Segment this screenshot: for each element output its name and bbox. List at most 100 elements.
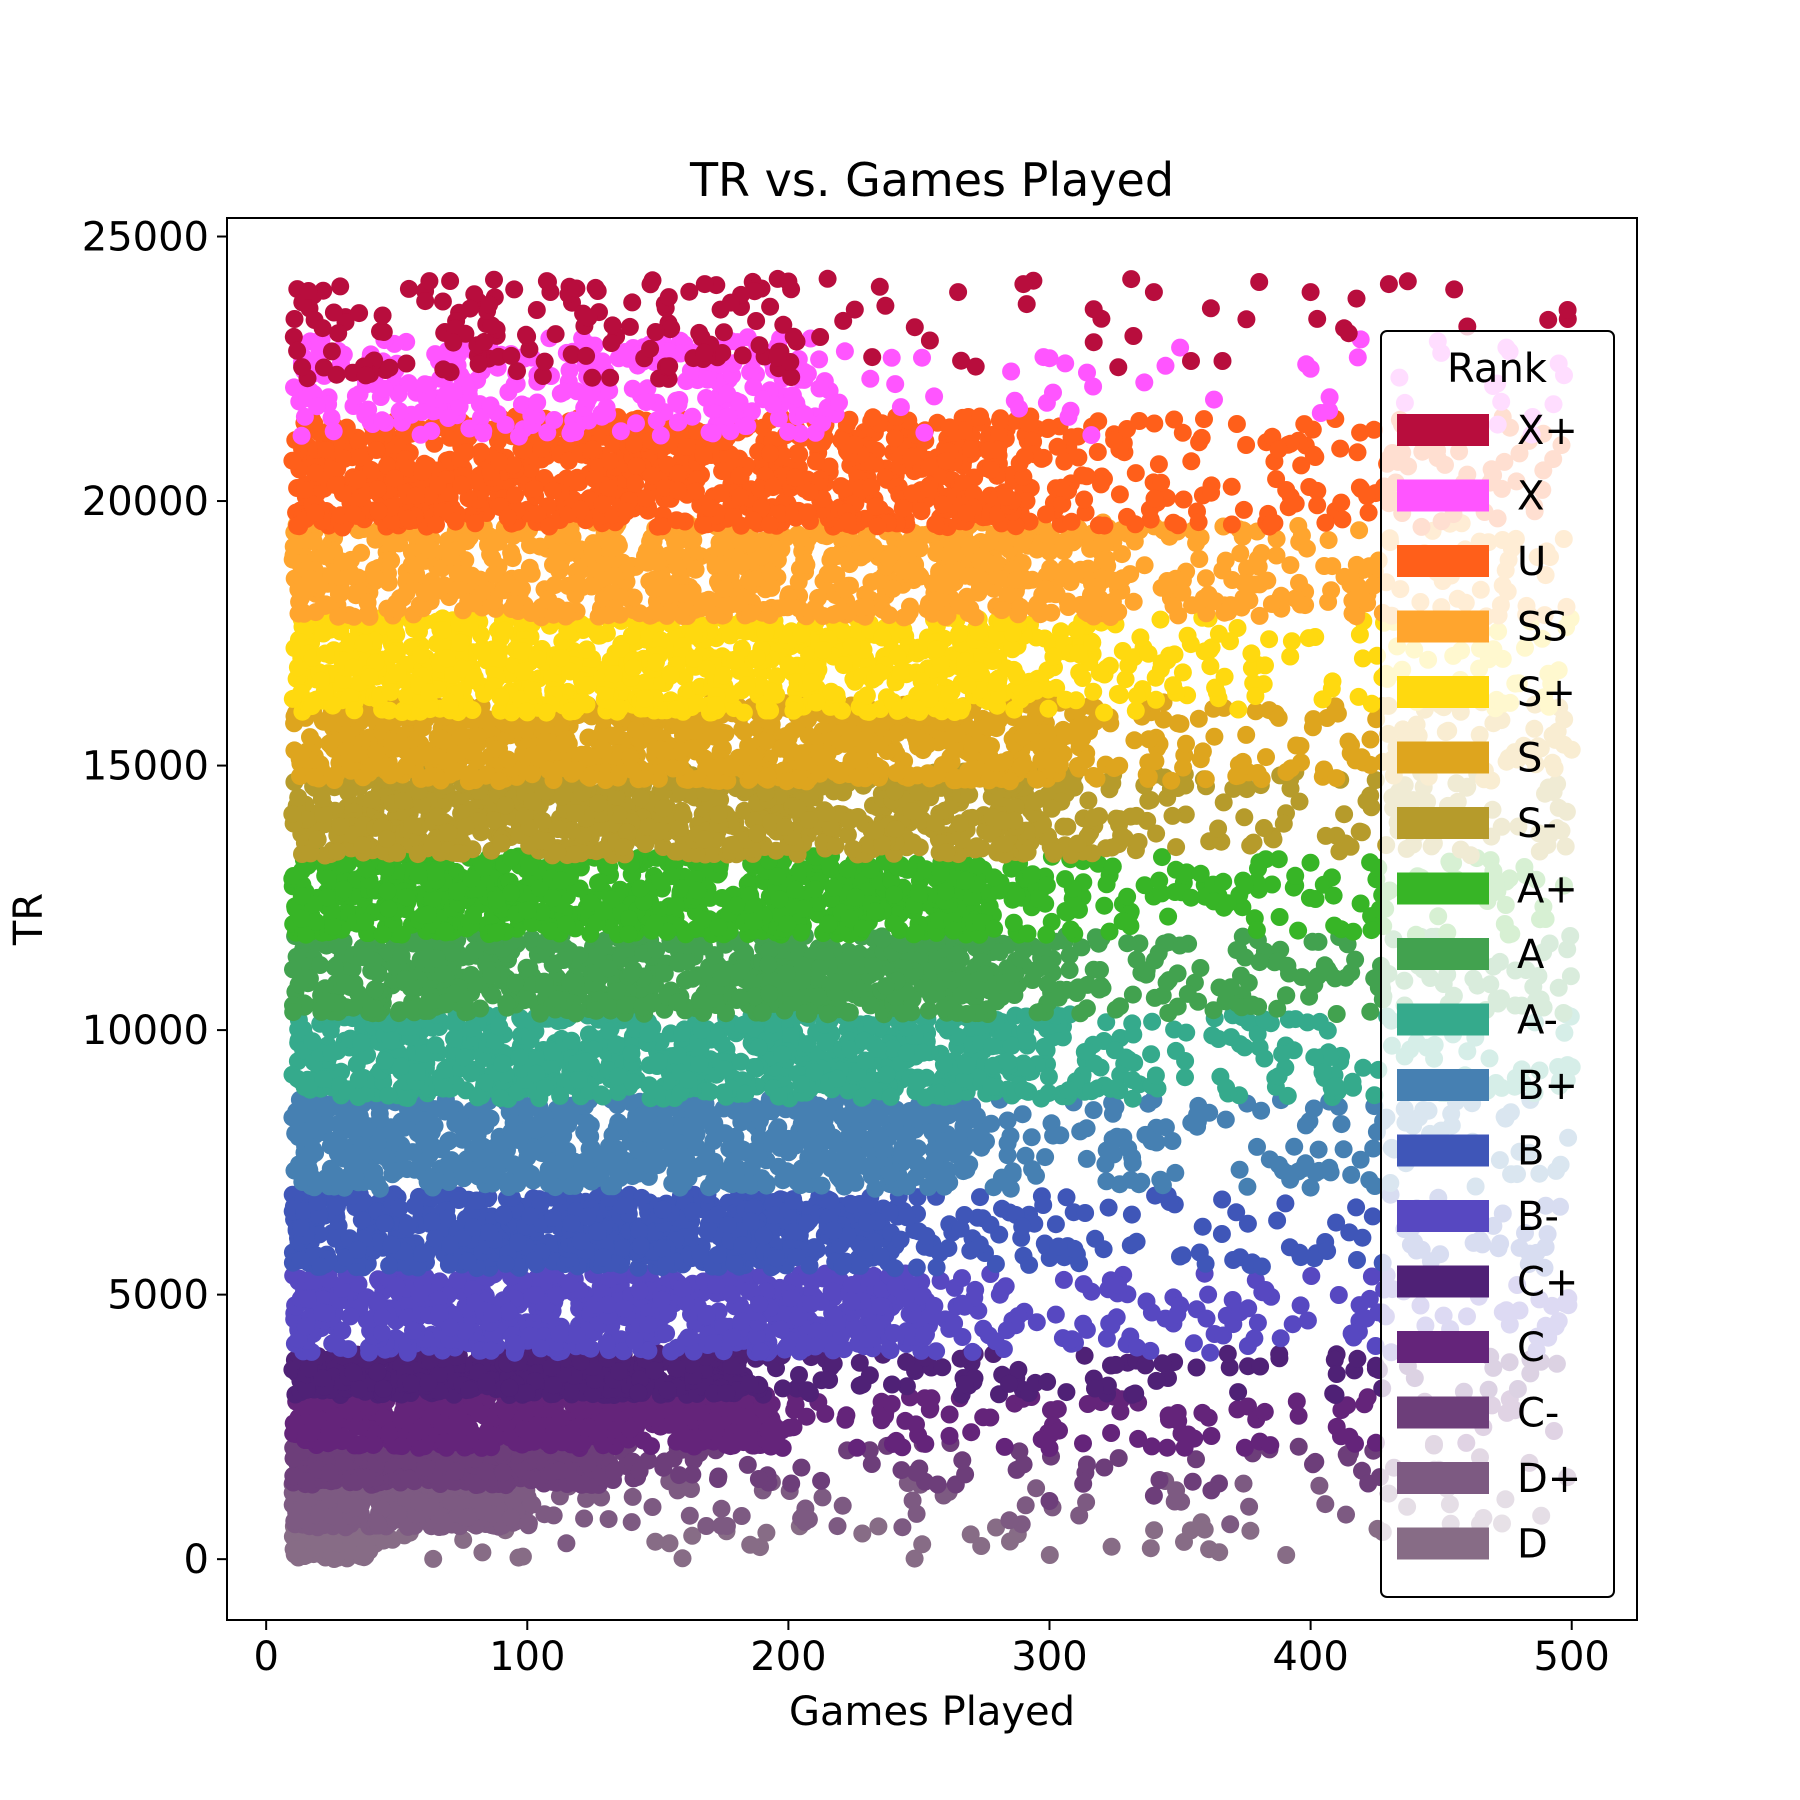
data-point: [1147, 1133, 1166, 1152]
data-point: [521, 1207, 540, 1226]
data-point: [996, 1277, 1015, 1296]
data-point: [1077, 1149, 1096, 1168]
data-point: [424, 1549, 443, 1568]
data-point: [402, 1374, 421, 1393]
data-point: [786, 1136, 805, 1155]
data-point: [816, 1404, 835, 1423]
data-point: [956, 1465, 975, 1484]
data-point: [567, 1326, 586, 1345]
data-point: [483, 1491, 502, 1509]
data-point: [316, 1099, 335, 1118]
data-point: [695, 1100, 714, 1119]
data-point: [851, 1256, 870, 1275]
data-point: [1057, 1383, 1076, 1402]
data-point: [473, 1543, 492, 1562]
data-point: [1318, 1242, 1337, 1261]
data-point: [285, 1512, 304, 1530]
data-point: [787, 1248, 806, 1267]
data-point: [509, 1233, 528, 1252]
data-point: [338, 1168, 357, 1187]
data-point: [886, 1278, 905, 1296]
data-point: [680, 1506, 699, 1525]
data-point: [1102, 1424, 1121, 1442]
data-point: [719, 1216, 737, 1235]
data-point: [725, 1255, 744, 1273]
data-point: [573, 1156, 592, 1175]
data-point: [1048, 1400, 1067, 1419]
data-point: [350, 1380, 368, 1399]
data-point: [667, 1359, 686, 1378]
data-point: [1097, 1329, 1116, 1348]
data-point: [754, 1226, 773, 1245]
data-point: [848, 1438, 866, 1457]
data-point: [858, 1213, 877, 1232]
data-point: [742, 1157, 761, 1176]
data-point: [615, 1299, 634, 1318]
data-point: [894, 1146, 913, 1165]
data-point: [363, 1172, 382, 1191]
data-point: [428, 1172, 447, 1191]
data-point: [1145, 1521, 1164, 1540]
data-point: [1185, 1429, 1204, 1448]
data-point: [1238, 1177, 1257, 1196]
data-point: [313, 1303, 332, 1322]
data-point: [1285, 1137, 1304, 1156]
data-point: [824, 1221, 843, 1240]
data-point: [1127, 1232, 1146, 1251]
data-point: [1103, 1104, 1122, 1123]
data-point: [1304, 1455, 1322, 1474]
data-point: [798, 1214, 817, 1232]
data-point: [782, 1474, 801, 1493]
data-point: [1348, 1251, 1366, 1269]
data-point: [1334, 1140, 1353, 1159]
data-point: [456, 1322, 475, 1340]
data-point: [1270, 1345, 1289, 1364]
data-point: [757, 1173, 776, 1192]
data-point: [1074, 1434, 1092, 1453]
data-point: [468, 1491, 487, 1510]
data-point: [685, 1437, 703, 1456]
data-point: [1144, 1486, 1163, 1505]
data-point: [562, 1423, 581, 1442]
data-point: [923, 1123, 942, 1141]
data-point: [630, 1462, 649, 1481]
data-point: [917, 1227, 936, 1245]
data-point: [410, 1493, 429, 1512]
data-point: [653, 1239, 671, 1258]
data-point: [408, 1422, 427, 1441]
data-point: [1078, 1395, 1097, 1413]
data-point: [670, 1466, 689, 1485]
data-point: [527, 1421, 546, 1440]
data-point: [953, 1451, 972, 1470]
data-point: [1070, 1506, 1089, 1525]
data-point: [595, 1152, 614, 1171]
data-point: [757, 1523, 776, 1542]
data-point: [630, 1281, 649, 1300]
data-point: [339, 1401, 358, 1420]
data-point: [1351, 1150, 1370, 1169]
data-point: [907, 1463, 926, 1482]
data-point: [813, 1488, 832, 1507]
data-point: [454, 1530, 473, 1549]
data-point: [464, 1218, 483, 1237]
data-point: [441, 1318, 460, 1337]
data-point: [316, 1169, 335, 1188]
data-point: [500, 1378, 519, 1397]
data-point: [575, 1509, 594, 1528]
data-point: [987, 1518, 1005, 1537]
data-point: [448, 1433, 467, 1452]
data-point: [751, 1342, 770, 1361]
data-point: [597, 1335, 616, 1354]
data-point: [905, 1549, 924, 1568]
data-point: [1188, 1105, 1207, 1124]
data-point: [842, 1292, 861, 1311]
data-point: [1221, 1515, 1240, 1534]
data-point: [390, 1199, 409, 1218]
data-point: [1128, 1338, 1147, 1357]
data-point: [1065, 1239, 1084, 1258]
data-point: [682, 1480, 700, 1498]
data-point: [1326, 1386, 1345, 1404]
data-point: [995, 1437, 1014, 1456]
data-point: [1218, 1344, 1237, 1363]
data-point: [1036, 1148, 1055, 1167]
